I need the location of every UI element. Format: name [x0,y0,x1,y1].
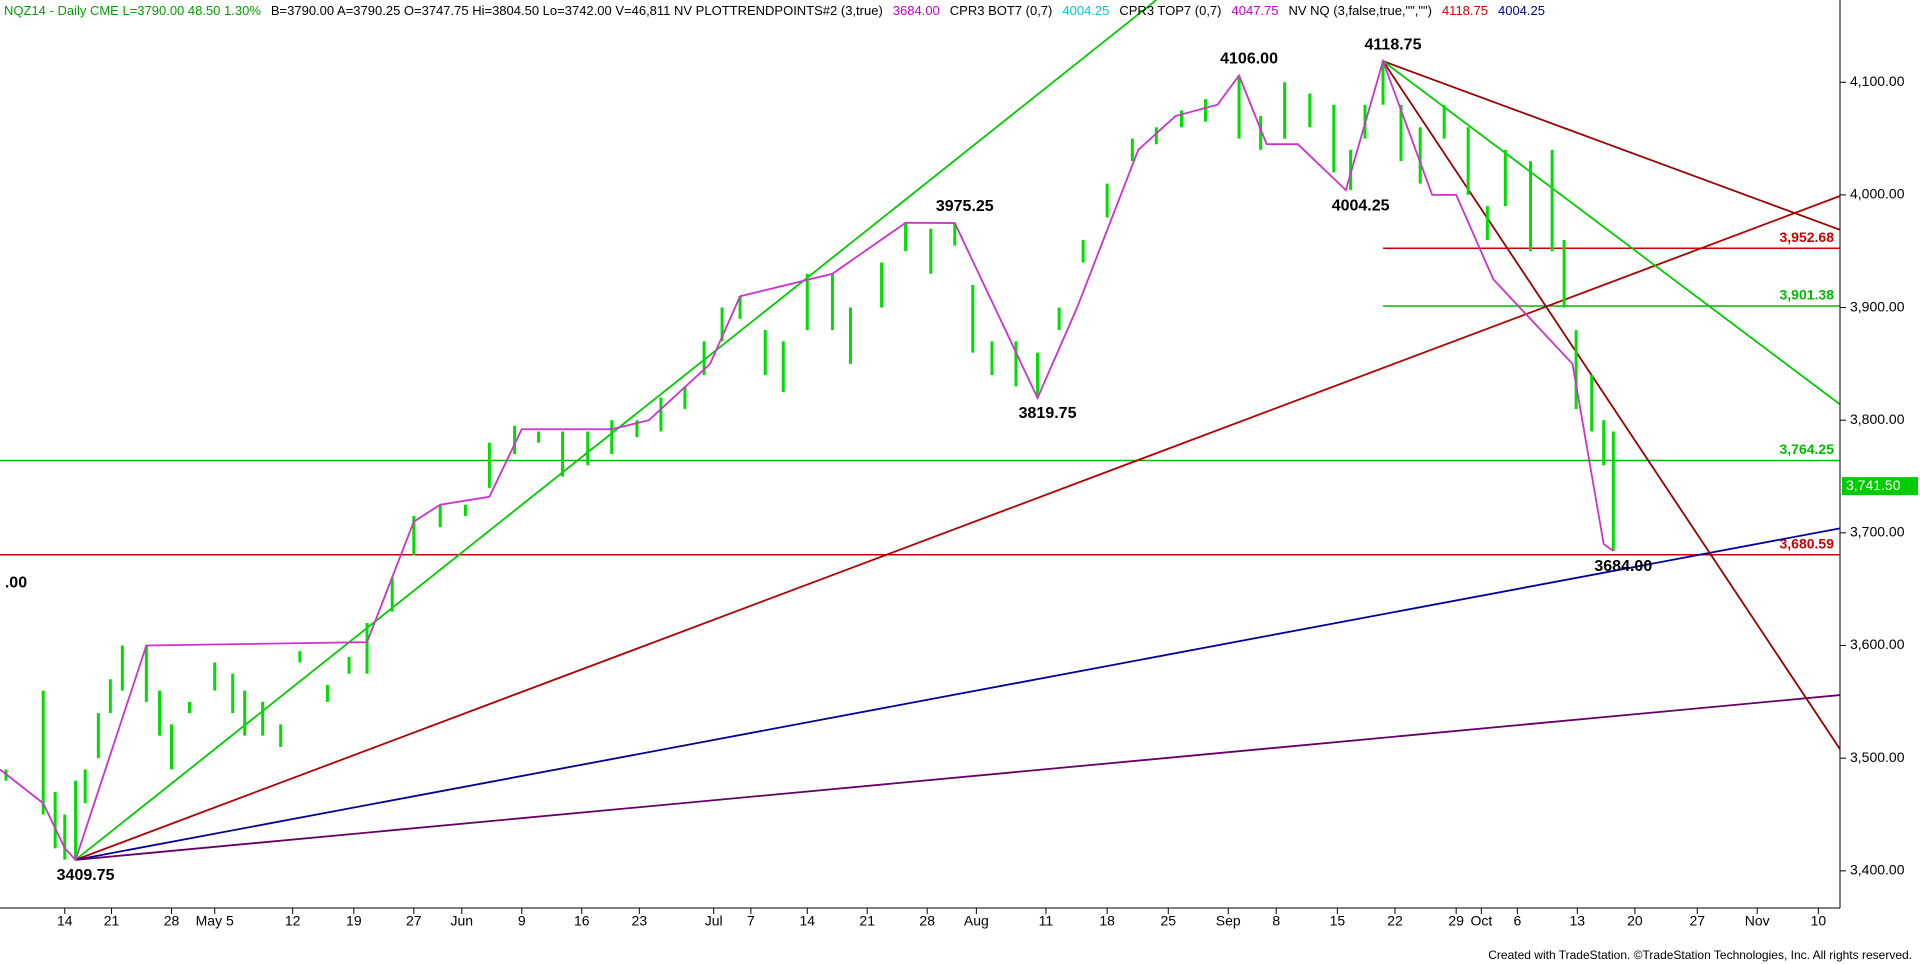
annotation: 3409.75 [57,867,115,884]
x-tick-label: Jul [705,913,723,929]
x-tick-label: 16 [574,913,590,929]
y-tick-label: 3,900.00 [1850,298,1905,314]
level-label: 3,901.38 [1780,287,1835,303]
annotation: 3975.25 [936,198,994,215]
x-tick-label: Sep [1216,913,1241,929]
y-tick-label: 3,500.00 [1850,749,1905,765]
y-tick-label: 3,400.00 [1850,862,1905,878]
x-tick-label: Jun [451,913,474,929]
x-tick-label: 19 [346,913,362,929]
header-item: 4047.75 [1232,3,1279,18]
x-tick-label: 14 [57,913,73,929]
x-tick-label: 9 [518,913,526,929]
y-tick-label: 3,700.00 [1850,524,1905,540]
x-tick-label: 23 [632,913,648,929]
x-tick-label: 27 [1689,913,1705,929]
x-tick-label: 27 [406,913,422,929]
plot-area: 3,952.68 3,901.38 3,764.25 3,680.59 [0,0,1840,862]
y-tick-label: 3,800.00 [1850,411,1905,427]
x-tick-label: 28 [164,913,180,929]
y-tick-label: 3,600.00 [1850,636,1905,652]
header: NQZ14 - Daily CME L=3790.00 48.50 1.30% B… [4,3,1545,18]
header-item: 4004.25 [1498,3,1545,18]
trend-line [75,527,1840,861]
header-item: 3684.00 [893,3,940,18]
x-tick-label: 13 [1570,913,1586,929]
level-label: 3,764.25 [1780,441,1835,457]
x-tick-label: 28 [919,913,935,929]
trend-line [75,0,1157,861]
x-tick-label: May 5 [196,913,234,929]
last-price-box [1842,477,1918,496]
x-tick-label: 21 [859,913,875,929]
x-tick-label: 20 [1627,913,1643,929]
y-tick-label: 4,100.00 [1850,73,1905,89]
trend-line [1382,60,1840,231]
x-tick-label: 7 [747,913,755,929]
header-item: NQZ14 - Daily CME L=3790.00 48.50 1.30% [4,3,261,18]
trend-line [1382,60,1840,750]
swing-line [0,58,1614,862]
y-tick-label: 4,000.00 [1850,186,1905,202]
header-item: NV NQ (3,false,true,"","") [1289,3,1432,18]
x-tick-label: 6 [1513,913,1521,929]
x-tick-label: Aug [964,913,989,929]
header-item: CPR3 BOT7 (0,7) [950,3,1053,18]
x-tick-label: 25 [1161,913,1177,929]
annotation: 4106.00 [1220,51,1278,68]
header-item: CPR3 TOP7 (0,7) [1119,3,1221,18]
x-tick-label: 8 [1272,913,1280,929]
x-tick-label: 29 [1448,913,1464,929]
trend-line [75,694,1840,861]
x-tick-label: 14 [799,913,815,929]
trend-line [1382,60,1840,406]
x-tick-label: 22 [1387,913,1403,929]
x-tick-label: Nov [1745,913,1770,929]
x-tick-label: Oct [1470,913,1492,929]
x-tick-label: 15 [1330,913,1346,929]
header-item: 4118.75 [1442,3,1488,18]
x-tick-label: 11 [1039,913,1054,929]
annotation: 3684.00 [1594,558,1652,575]
header-item: B=3790.00 A=3790.25 O=3747.75 Hi=3804.50… [271,3,883,18]
x-tick-label: 10 [1811,913,1827,929]
level-label: 3,680.59 [1780,535,1835,551]
last-price-label: 3,741.50 [1846,477,1901,493]
annotation: 4004.25 [1332,197,1390,214]
x-tick-label: 18 [1099,913,1115,929]
annotation: 3819.75 [1019,405,1077,422]
level-label: 3,952.68 [1780,229,1835,245]
annotation: .00 [5,575,27,592]
header-item: 4004.25 [1062,3,1109,18]
annotation: 4118.75 [1365,36,1422,53]
x-tick-label: 12 [285,913,301,929]
axes: 3,400.00 3,500.00 3,600.00 3,700.00 3,800.00… [57,73,1905,929]
footer: Created with TradeStation. ©TradeStation… [1488,948,1912,962]
x-tick-label: 21 [104,913,120,929]
